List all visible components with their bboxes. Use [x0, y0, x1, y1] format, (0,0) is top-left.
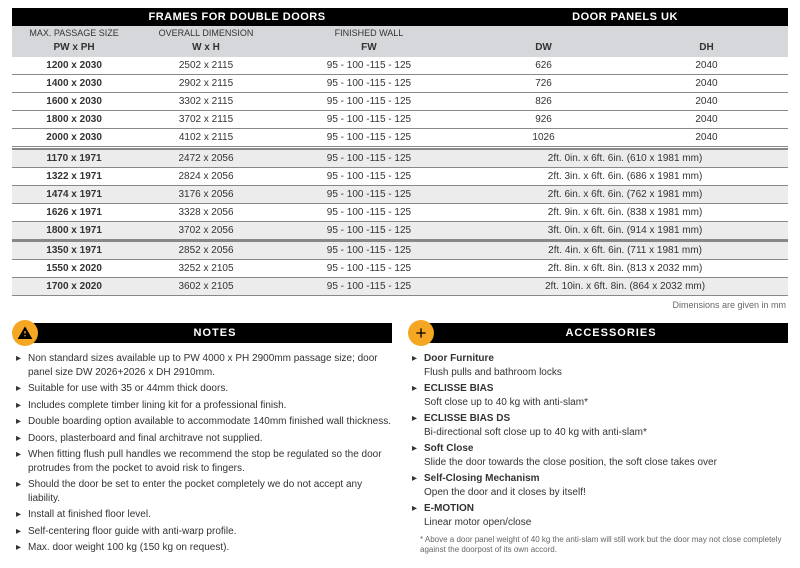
alert-icon [12, 320, 38, 346]
table-row: 2000 x 20304102 x 211595 - 100 -115 - 12… [12, 129, 788, 147]
list-item: ECLISSE BIASSoft close up to 40 kg with … [412, 382, 788, 409]
list-item: Doors, plasterboard and final architrave… [16, 432, 392, 446]
table-row: 1600 x 20303302 x 211595 - 100 -115 - 12… [12, 93, 788, 111]
table-row: 1170 x 19712472 x 205695 - 100 -115 - 12… [12, 149, 788, 168]
dimensions-note: Dimensions are given in mm [12, 296, 788, 310]
list-item: Door FurnitureFlush pulls and bathroom l… [412, 352, 788, 379]
table-row: 1350 x 19712852 x 205695 - 100 -115 - 12… [12, 241, 788, 260]
list-item: Should the door be set to enter the pock… [16, 478, 392, 505]
table-row: 1800 x 19713702 x 205695 - 100 -115 - 12… [12, 221, 788, 239]
list-item: Self-Closing MechanismOpen the door and … [412, 472, 788, 499]
list-item: Soft CloseSlide the door towards the clo… [412, 442, 788, 469]
list-item: Non standard sizes available up to PW 40… [16, 352, 392, 379]
list-item: Install at finished floor level. [16, 508, 392, 522]
list-item: When fitting flush pull handles we recom… [16, 448, 392, 475]
accessories-title: ACCESSORIES [421, 323, 788, 343]
table-row: 1200 x 20302502 x 211595 - 100 -115 - 12… [12, 57, 788, 75]
table-row: 1400 x 20302902 x 211595 - 100 -115 - 12… [12, 75, 788, 93]
accessories-section: ACCESSORIES Door FurnitureFlush pulls an… [408, 320, 788, 558]
table-row: 1322 x 19712824 x 205695 - 100 -115 - 12… [12, 167, 788, 185]
table-header-left: FRAMES FOR DOUBLE DOORS [12, 8, 462, 26]
list-item: Includes complete timber lining kit for … [16, 399, 392, 413]
table-row: 1550 x 20203252 x 210595 - 100 -115 - 12… [12, 260, 788, 278]
list-item: Suitable for use with 35 or 44mm thick d… [16, 382, 392, 396]
list-item: ECLISSE BIAS DSBi-directional soft close… [412, 412, 788, 439]
table-row: 1800 x 20303702 x 211595 - 100 -115 - 12… [12, 111, 788, 129]
plus-icon [408, 320, 434, 346]
table-row: 1700 x 20203602 x 210595 - 100 -115 - 12… [12, 278, 788, 296]
table-header-right: DOOR PANELS UK [462, 8, 788, 26]
table-row: 1474 x 19713176 x 205695 - 100 -115 - 12… [12, 185, 788, 203]
accessories-footnote: * Above a door panel weight of 40 kg the… [408, 535, 788, 556]
notes-title: NOTES [25, 323, 392, 343]
table-row: 1626 x 19713328 x 205695 - 100 -115 - 12… [12, 203, 788, 221]
spec-table: FRAMES FOR DOUBLE DOORS DOOR PANELS UK M… [12, 8, 788, 296]
list-item: E-MOTIONLinear motor open/close [412, 502, 788, 529]
list-item: Double boarding option available to acco… [16, 415, 392, 429]
list-item: Self-centering floor guide with anti-war… [16, 525, 392, 539]
notes-section: NOTES Non standard sizes available up to… [12, 320, 392, 558]
list-item: Max. door weight 100 kg (150 kg on reque… [16, 541, 392, 555]
